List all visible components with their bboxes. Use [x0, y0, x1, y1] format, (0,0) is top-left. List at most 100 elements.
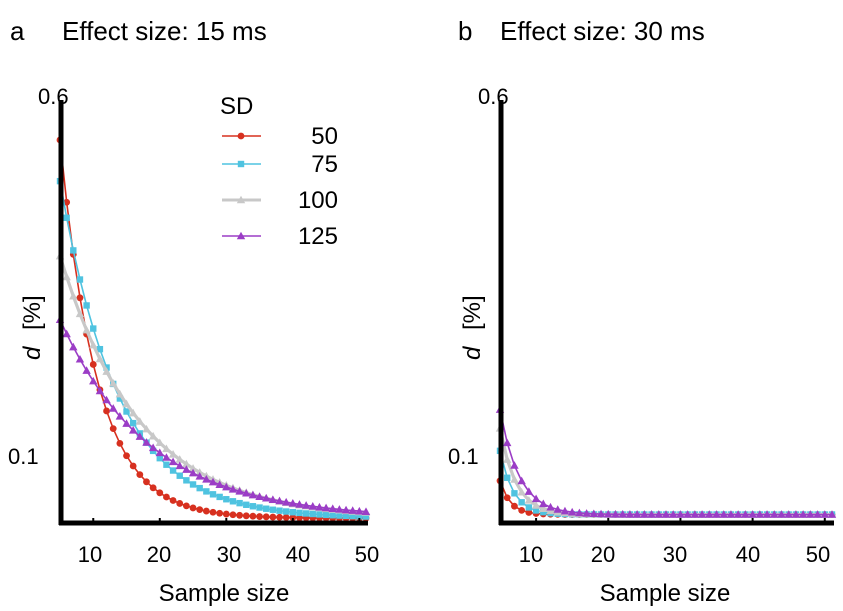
series-line-125: [499, 409, 832, 516]
panel-a-plot-area: [55, 100, 371, 526]
data-point-75: [362, 513, 370, 520]
panel-b-xtick: 50: [806, 542, 830, 567]
data-point-75: [83, 302, 90, 309]
data-point-125: [748, 510, 757, 518]
data-point-125: [791, 510, 801, 518]
data-point-125: [755, 510, 765, 518]
data-point-125: [315, 502, 324, 511]
data-point-125: [733, 510, 743, 518]
data-point-75: [189, 481, 197, 488]
legend-label: 50: [311, 123, 338, 150]
data-point-50: [109, 425, 117, 433]
legend-item-75: 75: [222, 151, 338, 178]
data-point-75: [309, 510, 316, 518]
data-point-125: [102, 395, 111, 404]
data-point-100: [524, 495, 534, 504]
data-point-100: [95, 354, 105, 363]
data-point-125: [95, 386, 105, 395]
data-point-75: [249, 503, 257, 510]
data-point-75: [342, 512, 350, 520]
data-point-125: [654, 510, 663, 518]
data-point-125: [589, 509, 599, 518]
data-point-75: [176, 472, 183, 479]
series-125: [55, 315, 371, 515]
data-point-125: [510, 461, 519, 469]
data-point-100: [135, 417, 145, 425]
series-100: [55, 251, 371, 516]
data-point-125: [155, 448, 164, 457]
legend-marker: [236, 195, 246, 204]
data-point-125: [632, 510, 642, 518]
data-point-50: [129, 462, 137, 470]
series-125: [495, 405, 837, 518]
data-point-100: [155, 438, 164, 447]
panel-b-xtick: 10: [519, 542, 543, 567]
data-point-125: [122, 419, 131, 427]
panel-a: a Effect size: 15 ms 0.6 0.1 d [%] 10 20…: [8, 16, 379, 607]
data-point-125: [162, 453, 171, 461]
data-point-125: [228, 484, 238, 493]
series-100: [495, 424, 837, 518]
data-point-75: [123, 408, 130, 415]
data-point-125: [618, 510, 627, 518]
data-point-50: [269, 513, 277, 521]
panel-a-xtick: 50: [355, 542, 379, 567]
data-point-125: [182, 465, 191, 473]
data-point-125: [75, 354, 85, 363]
data-point-50: [289, 514, 297, 521]
panel-b-xtick: 30: [663, 542, 687, 567]
data-point-125: [195, 471, 204, 480]
data-point-75: [276, 507, 283, 514]
legend-item-50: 50: [222, 123, 338, 150]
data-point-125: [503, 438, 512, 447]
data-point-100: [517, 487, 526, 496]
panel-a-title: Effect size: 15 ms: [62, 16, 267, 46]
data-point-125: [321, 503, 331, 512]
data-point-75: [223, 496, 230, 503]
panel-a-ylabel-var: d: [19, 346, 46, 360]
data-point-100: [531, 501, 541, 509]
series-75: [496, 447, 836, 518]
panel-b-xlabel: Sample size: [600, 580, 731, 607]
data-point-75: [336, 512, 343, 519]
data-point-50: [182, 502, 190, 510]
data-point-50: [116, 439, 124, 447]
data-point-125: [262, 493, 271, 502]
data-point-125: [798, 510, 808, 518]
data-point-125: [531, 494, 541, 503]
data-point-100: [69, 291, 78, 300]
data-point-125: [128, 425, 138, 434]
data-point-125: [69, 342, 78, 351]
data-point-125: [539, 499, 548, 508]
panel-b-xtick: 20: [591, 542, 615, 567]
data-point-75: [76, 276, 84, 283]
data-point-125: [168, 457, 178, 466]
data-point-125: [222, 482, 231, 491]
data-point-100: [175, 455, 184, 463]
data-point-50: [136, 471, 144, 479]
data-point-75: [70, 247, 77, 254]
data-point-75: [316, 511, 323, 518]
panel-b: b Effect size: 30 ms 0.6 0.1 d [%] 10 20…: [448, 16, 837, 607]
panel-b-xtick: 40: [736, 542, 760, 567]
data-point-75: [63, 214, 70, 221]
data-point-125: [148, 443, 158, 452]
legend-label: 100: [298, 187, 338, 214]
data-point-125: [611, 509, 620, 518]
data-point-100: [109, 378, 118, 387]
data-point-125: [596, 509, 606, 518]
data-point-125: [341, 505, 351, 514]
data-point-100: [75, 309, 85, 318]
legend-marker: [237, 132, 245, 140]
data-point-125: [705, 510, 714, 518]
data-point-75: [525, 504, 533, 511]
data-point-125: [647, 510, 656, 518]
legend-title: SD: [220, 93, 253, 120]
panel-b-ylabel-var: d: [459, 346, 486, 360]
panel-b-ytick-bottom: 0.1: [448, 444, 479, 469]
data-point-75: [243, 501, 250, 508]
data-point-75: [349, 512, 356, 520]
data-point-125: [175, 461, 184, 470]
data-point-50: [229, 511, 237, 519]
